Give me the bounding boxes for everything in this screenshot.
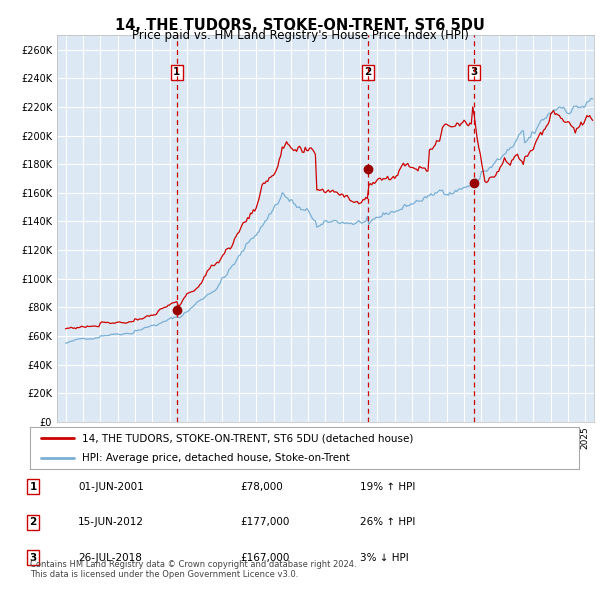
Text: 15-JUN-2012: 15-JUN-2012 (78, 517, 144, 527)
Text: 3% ↓ HPI: 3% ↓ HPI (360, 553, 409, 562)
Text: 3: 3 (470, 67, 478, 77)
Text: £167,000: £167,000 (240, 553, 289, 562)
Text: 2: 2 (29, 517, 37, 527)
Text: 26% ↑ HPI: 26% ↑ HPI (360, 517, 415, 527)
Text: 19% ↑ HPI: 19% ↑ HPI (360, 482, 415, 491)
Text: 01-JUN-2001: 01-JUN-2001 (78, 482, 144, 491)
Text: 14, THE TUDORS, STOKE-ON-TRENT, ST6 5DU: 14, THE TUDORS, STOKE-ON-TRENT, ST6 5DU (115, 18, 485, 32)
Text: 1: 1 (173, 67, 181, 77)
Text: 14, THE TUDORS, STOKE-ON-TRENT, ST6 5DU (detached house): 14, THE TUDORS, STOKE-ON-TRENT, ST6 5DU … (82, 434, 413, 444)
Text: 26-JUL-2018: 26-JUL-2018 (78, 553, 142, 562)
Text: Contains HM Land Registry data © Crown copyright and database right 2024.
This d: Contains HM Land Registry data © Crown c… (30, 560, 356, 579)
Text: £177,000: £177,000 (240, 517, 289, 527)
Text: Price paid vs. HM Land Registry's House Price Index (HPI): Price paid vs. HM Land Registry's House … (131, 30, 469, 42)
Text: 2: 2 (364, 67, 372, 77)
Text: HPI: Average price, detached house, Stoke-on-Trent: HPI: Average price, detached house, Stok… (82, 453, 350, 463)
Text: 1: 1 (29, 482, 37, 491)
Text: £78,000: £78,000 (240, 482, 283, 491)
Text: 3: 3 (29, 553, 37, 562)
